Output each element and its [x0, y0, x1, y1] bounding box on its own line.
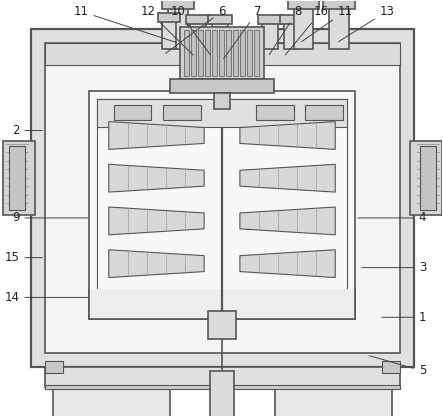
Bar	[240, 30, 245, 76]
Bar	[168, 5, 188, 49]
Text: 12: 12	[141, 5, 193, 55]
Text: 11: 11	[74, 5, 176, 42]
Bar	[280, 15, 303, 24]
Bar	[163, 0, 194, 9]
Bar	[247, 30, 252, 76]
Polygon shape	[240, 164, 335, 192]
Bar	[89, 289, 355, 319]
Bar	[256, 105, 294, 120]
Polygon shape	[109, 207, 204, 235]
Bar	[275, 387, 392, 417]
Bar	[45, 385, 400, 389]
Bar	[254, 30, 259, 76]
Polygon shape	[240, 122, 335, 149]
Text: 3: 3	[362, 261, 426, 274]
Bar	[208, 311, 236, 339]
Bar	[205, 30, 210, 76]
Bar	[214, 93, 230, 109]
Bar	[208, 15, 232, 24]
Bar	[45, 43, 400, 353]
Bar	[226, 30, 231, 76]
Bar	[89, 91, 355, 319]
Bar	[212, 30, 217, 76]
Bar	[294, 5, 313, 49]
Text: 14: 14	[4, 291, 88, 304]
Bar	[171, 79, 274, 93]
Bar	[97, 99, 347, 311]
Bar	[420, 146, 435, 210]
Bar	[4, 141, 35, 215]
Bar	[163, 105, 201, 120]
Bar	[45, 43, 400, 65]
Bar	[262, 21, 278, 49]
Bar	[31, 29, 414, 367]
Bar	[186, 15, 210, 24]
Polygon shape	[109, 164, 204, 192]
Bar	[97, 99, 347, 126]
Text: 11: 11	[302, 5, 353, 42]
Bar	[190, 21, 206, 49]
Polygon shape	[109, 250, 204, 278]
Bar	[45, 367, 400, 387]
Text: 10: 10	[171, 5, 210, 55]
Bar	[9, 146, 25, 210]
Bar	[410, 141, 442, 215]
Bar	[180, 27, 264, 79]
Bar	[219, 30, 224, 76]
Text: 15: 15	[4, 251, 43, 264]
Bar	[163, 19, 176, 49]
Polygon shape	[240, 207, 335, 235]
Bar	[53, 387, 171, 417]
Bar	[288, 0, 319, 9]
Bar	[382, 361, 400, 373]
Bar	[284, 21, 299, 49]
Bar	[114, 105, 152, 120]
Text: 9: 9	[12, 211, 88, 224]
Text: 8: 8	[269, 5, 301, 55]
Text: 13: 13	[338, 5, 394, 42]
Text: 1: 1	[382, 311, 426, 324]
Bar	[258, 15, 282, 24]
Text: 7: 7	[224, 5, 261, 59]
Polygon shape	[109, 122, 204, 149]
Bar	[159, 13, 180, 22]
Bar	[198, 30, 203, 76]
Bar	[212, 21, 228, 49]
Polygon shape	[240, 250, 335, 278]
Bar	[45, 361, 63, 373]
Text: 16: 16	[285, 5, 329, 55]
Text: 5: 5	[370, 356, 426, 377]
Bar	[210, 371, 234, 417]
Bar	[323, 0, 355, 9]
Bar	[306, 105, 343, 120]
Bar	[329, 5, 349, 49]
Text: 4: 4	[358, 211, 426, 224]
Text: 6: 6	[166, 5, 226, 53]
Bar	[191, 30, 196, 76]
Text: 2: 2	[12, 124, 43, 137]
Bar	[184, 30, 189, 76]
Bar	[233, 30, 238, 76]
